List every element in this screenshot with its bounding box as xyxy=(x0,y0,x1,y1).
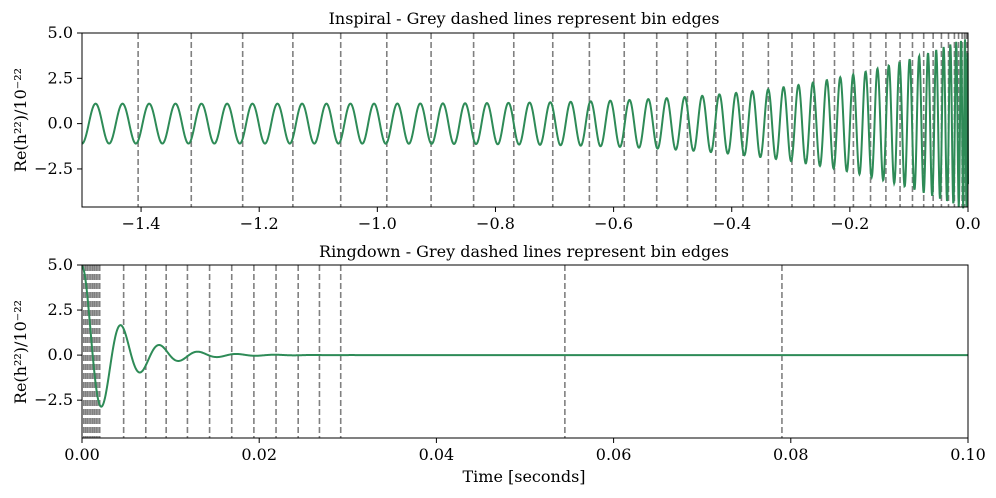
ringdown-x-tick-label-3: 0.06 xyxy=(596,445,632,464)
inspiral-y-axis-label: Re(h²²)/10⁻²² xyxy=(11,68,30,172)
inspiral-x-ticks: −1.4 −1.2 −1.0 −0.8 −0.6 −0.4 −0.2 0.0 xyxy=(122,207,981,233)
inspiral-x-tick-label-5: −0.4 xyxy=(712,214,751,233)
inspiral-y-tick-label-2: 2.5 xyxy=(48,68,73,87)
ringdown-x-ticks: 0.00 0.02 0.04 0.06 0.08 0.10 xyxy=(64,438,986,464)
ringdown-x-tick-label-5: 0.10 xyxy=(950,445,986,464)
inspiral-panel: Inspiral - Grey dashed lines represent b… xyxy=(11,9,981,233)
ringdown-y-ticks: −2.5 0.0 2.5 5.0 xyxy=(34,255,82,409)
ringdown-y-tick-label-3: 5.0 xyxy=(48,255,73,274)
ringdown-y-tick-label-2: 2.5 xyxy=(48,300,73,319)
inspiral-waveform-line xyxy=(81,39,969,209)
ringdown-x-tick-label-4: 0.08 xyxy=(773,445,809,464)
ringdown-title: Ringdown - Grey dashed lines represent b… xyxy=(319,242,729,261)
ringdown-bin-edges xyxy=(82,265,783,438)
ringdown-x-tick-label-0: 0.00 xyxy=(64,445,100,464)
ringdown-x-axis-label: Time [seconds] xyxy=(462,467,585,486)
inspiral-x-tick-label-7: 0.0 xyxy=(955,214,980,233)
inspiral-x-tick-label-6: −0.2 xyxy=(830,214,869,233)
ringdown-plot-frame xyxy=(81,264,969,439)
inspiral-y-tick-label-0: −2.5 xyxy=(34,159,73,178)
inspiral-x-tick-label-4: −0.6 xyxy=(594,214,633,233)
inspiral-x-tick-label-0: −1.4 xyxy=(122,214,161,233)
inspiral-y-tick-label-3: 5.0 xyxy=(48,23,73,42)
inspiral-x-tick-label-3: −0.8 xyxy=(476,214,515,233)
inspiral-title: Inspiral - Grey dashed lines represent b… xyxy=(329,9,720,28)
ringdown-waveform-line xyxy=(81,265,968,408)
ringdown-y-axis-label: Re(h²²)/10⁻²² xyxy=(11,300,30,404)
ringdown-panel: Ringdown - Grey dashed lines represent b… xyxy=(11,242,986,486)
inspiral-plot-frame xyxy=(81,32,969,208)
inspiral-y-tick-label-1: 0.0 xyxy=(48,114,73,133)
ringdown-x-tick-label-1: 0.02 xyxy=(241,445,277,464)
ringdown-y-tick-label-1: 0.0 xyxy=(48,345,73,364)
ringdown-x-tick-label-2: 0.04 xyxy=(419,445,455,464)
inspiral-x-tick-label-2: −1.0 xyxy=(358,214,397,233)
inspiral-x-tick-label-1: −1.2 xyxy=(240,214,279,233)
ringdown-y-tick-label-0: −2.5 xyxy=(34,390,73,409)
inspiral-y-ticks: −2.5 0.0 2.5 5.0 xyxy=(34,23,82,178)
